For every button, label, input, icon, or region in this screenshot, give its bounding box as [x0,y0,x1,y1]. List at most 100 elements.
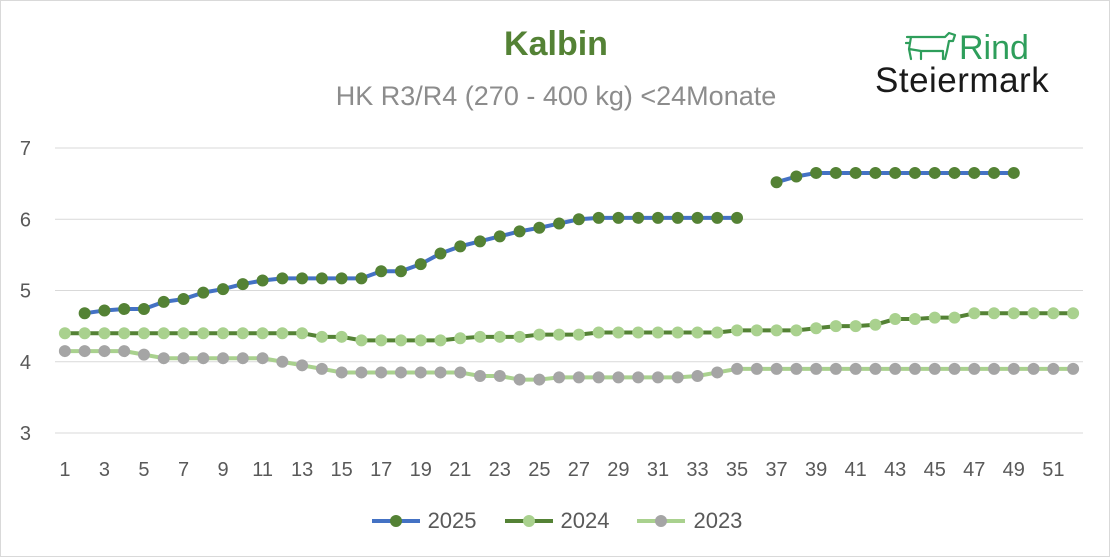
y-tick-label: 4 [20,352,31,374]
data-point [869,166,882,179]
data-point [217,327,230,340]
data-point [711,366,724,379]
x-tick-label: 19 [410,459,432,481]
legend-item-2025: 2025 [370,508,477,534]
data-point [889,362,902,375]
cow-icon [905,31,957,61]
data-point [315,272,328,285]
series-2025 [78,166,1020,320]
data-point [236,352,249,365]
data-point [928,362,941,375]
data-point [750,362,763,375]
data-point [256,327,269,340]
data-point [375,366,388,379]
y-tick-label: 6 [20,209,31,231]
data-point [98,304,111,317]
data-point [177,293,190,306]
x-tick-label: 47 [963,459,985,481]
data-point [968,362,981,375]
data-point [474,330,487,343]
data-point [810,166,823,179]
data-point [691,370,704,382]
data-point [98,345,111,358]
x-tick-label: 43 [884,459,906,481]
data-point [553,328,566,341]
data-point [731,324,744,337]
data-point [889,313,902,325]
data-point [157,295,170,308]
data-point [790,170,803,183]
data-point [988,166,1001,179]
data-point [731,362,744,375]
data-point [750,324,763,337]
x-tick-label: 7 [178,459,189,481]
x-tick-label: 49 [1003,459,1025,481]
data-point [375,265,388,278]
data-point [731,211,744,224]
data-point [217,352,230,365]
data-point [1047,307,1060,320]
data-point [335,272,348,285]
data-point [414,258,427,271]
data-point [434,247,447,260]
data-point [276,355,289,368]
data-point [533,373,546,386]
data-point [928,166,941,179]
data-point [988,362,1001,375]
chart-subtitle: HK R3/R4 (270 - 400 kg) <24Monate [335,81,777,111]
data-point [691,326,704,339]
data-point [553,217,566,230]
data-point [790,324,803,337]
data-point [355,366,368,379]
x-tick-label: 5 [138,459,149,481]
data-point [58,327,71,340]
data-point [177,352,190,365]
data-point [968,307,981,320]
data-point [612,211,625,224]
data-point [889,166,902,179]
data-point [829,166,842,179]
data-point [118,303,131,316]
data-point [157,352,170,365]
x-tick-label: 15 [331,459,353,481]
data-point [375,334,388,347]
data-point [829,362,842,375]
data-point [256,274,269,287]
data-point [553,371,566,384]
data-point [276,327,289,340]
data-point [671,371,684,384]
x-tick-label: 17 [370,459,392,481]
data-point [711,211,724,224]
data-point [197,327,210,340]
data-point [671,211,684,224]
data-point [118,327,131,340]
data-point [632,326,645,339]
data-point [810,362,823,375]
data-point [474,370,487,382]
data-point [355,334,368,347]
data-point [394,265,407,278]
series-line-2025 [82,215,740,316]
x-tick-label: 29 [607,459,629,481]
series-2024 [58,307,1080,347]
data-point [414,366,427,379]
data-point [770,324,783,337]
x-tick-label: 13 [291,459,313,481]
logo-text-steiermark: Steiermark [875,61,1050,100]
data-point [1067,307,1080,320]
data-point [592,211,605,224]
data-point [612,326,625,339]
data-point [968,166,981,179]
data-point [651,371,664,384]
x-tick-label: 21 [449,459,471,481]
data-point [849,362,862,375]
data-point [296,359,309,372]
data-point [908,166,921,179]
data-point [454,240,467,253]
y-tick-label: 5 [20,281,31,303]
data-point [671,326,684,339]
x-tick-label: 27 [568,459,590,481]
data-point [533,221,546,234]
